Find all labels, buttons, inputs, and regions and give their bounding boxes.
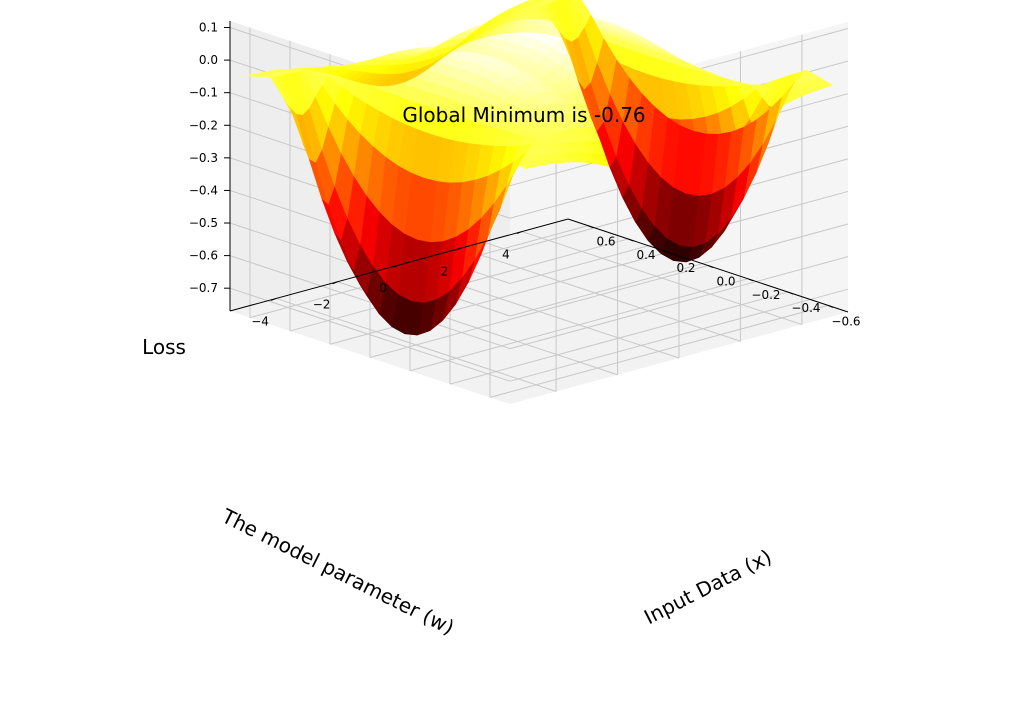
z-tick-label: −0.6	[189, 249, 218, 263]
y-tick-mark	[667, 251, 674, 255]
x-tick-mark	[516, 231, 523, 235]
loss-surface	[245, 0, 834, 336]
y-tick-label: −0.2	[751, 288, 780, 302]
z-tick-label: −0.4	[189, 183, 218, 197]
surface-patch	[526, 0, 545, 2]
y-tick-label: −0.4	[791, 301, 820, 315]
grid-line-y	[329, 251, 669, 345]
surface-patch	[573, 0, 592, 28]
y-tick-mark	[747, 278, 754, 282]
z-tick-label: −0.2	[189, 118, 218, 132]
y-tick-label: 0.0	[716, 275, 735, 289]
x-tick-label: 2	[441, 264, 449, 278]
x-tick-label: −2	[313, 298, 331, 312]
grid-line-z	[509, 288, 849, 382]
y-tick-label: 0.2	[676, 261, 695, 275]
y-tick-mark	[587, 225, 594, 229]
grid-line-y	[369, 265, 709, 358]
chart-title: Global Minimum is -0.76	[402, 103, 645, 127]
x-tick-label: −4	[251, 314, 269, 328]
y-tick-label: 0.4	[636, 248, 655, 262]
surface-patch	[558, 0, 579, 42]
z-tick-label: 0.0	[199, 53, 218, 67]
x-tick-mark	[332, 281, 338, 285]
surface-patch	[539, 0, 559, 3]
y-tick-mark	[707, 265, 714, 268]
z-tick-label: −0.3	[189, 151, 218, 165]
grid-line-y	[449, 291, 789, 385]
grid-line-z	[509, 256, 849, 350]
y-tick-mark	[827, 304, 834, 308]
surface-patch	[565, 0, 585, 38]
grid-line-z	[229, 287, 511, 382]
z-tick-label: −0.7	[189, 281, 218, 295]
z-tick-label: −0.5	[189, 216, 218, 230]
grid-line-z	[229, 255, 511, 350]
z-tick-label: 0.1	[199, 21, 218, 35]
z-axis-label: Loss	[142, 335, 186, 359]
x-tick-mark	[393, 264, 400, 268]
x-tick-label: 4	[502, 248, 510, 262]
y-tick-label: 0.6	[596, 235, 615, 249]
x-tick-mark	[455, 247, 461, 251]
z-tick-label: −0.1	[189, 86, 218, 100]
y-axis-label: The model parameter (w)	[217, 503, 458, 639]
surface-patch	[552, 0, 572, 42]
x-tick-label: 0	[379, 281, 387, 295]
y-tick-mark	[787, 291, 794, 295]
grid-line-y	[489, 304, 829, 398]
grid-line-y	[409, 278, 749, 372]
x-tick-mark	[270, 297, 277, 301]
grid-line-z	[509, 223, 849, 317]
y-tick-label: −0.6	[831, 314, 860, 328]
x-axis-label: Input Data (x)	[640, 544, 775, 629]
y-tick-mark	[627, 238, 634, 242]
axes-ticks: −4−2024−0.6−0.4−0.20.00.20.40.6−0.7−0.6−…	[189, 21, 861, 329]
